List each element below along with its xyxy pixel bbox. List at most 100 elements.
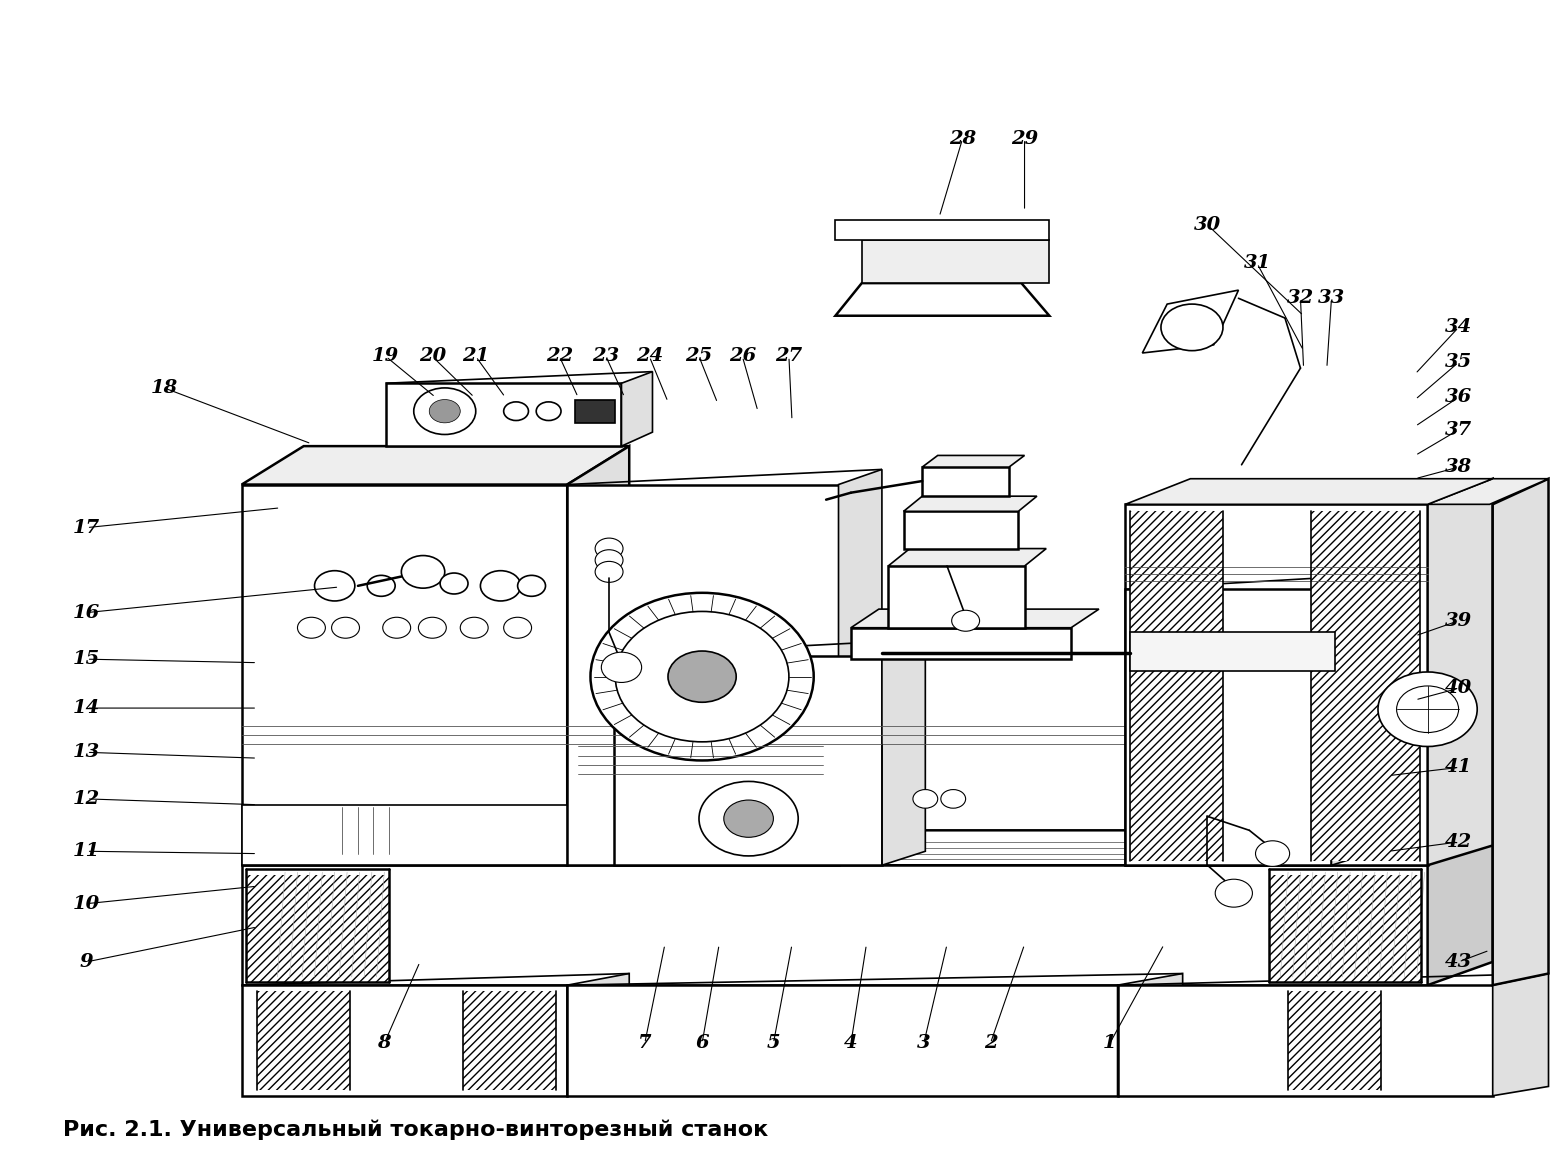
Text: 14: 14 [73,699,101,717]
Polygon shape [922,455,1025,467]
Text: 4: 4 [845,1034,857,1053]
Circle shape [668,651,736,703]
Text: 29: 29 [1011,130,1037,148]
Polygon shape [836,284,1050,316]
Bar [575,399,615,422]
Text: 27: 27 [775,348,803,365]
Polygon shape [1118,973,1183,1096]
Circle shape [517,575,545,596]
Circle shape [615,612,789,742]
Polygon shape [242,446,629,484]
Polygon shape [242,830,1492,865]
Text: 5: 5 [767,1034,780,1053]
Text: 1: 1 [1103,1034,1117,1053]
Circle shape [1396,686,1458,733]
Circle shape [413,387,475,434]
Polygon shape [1492,478,1548,985]
Circle shape [1162,305,1222,350]
Circle shape [503,401,528,420]
Text: 33: 33 [1318,289,1345,307]
Polygon shape [567,973,1183,985]
Text: 9: 9 [79,953,93,971]
Text: 19: 19 [373,348,399,365]
Bar [1131,511,1222,860]
Circle shape [952,610,980,631]
Polygon shape [862,240,1050,284]
Polygon shape [242,484,567,865]
Bar [1269,874,1421,981]
Polygon shape [1126,589,1331,865]
Polygon shape [904,511,1019,548]
Text: 16: 16 [73,603,101,622]
Polygon shape [888,566,1025,628]
Circle shape [595,561,623,582]
Polygon shape [836,221,1050,240]
Polygon shape [385,383,621,446]
Text: 28: 28 [949,130,977,148]
Circle shape [315,571,354,601]
Circle shape [298,617,326,638]
Text: 12: 12 [73,790,101,808]
Polygon shape [922,467,1009,496]
Polygon shape [567,469,882,484]
Text: 37: 37 [1444,421,1472,439]
Polygon shape [888,548,1047,566]
Circle shape [595,538,623,559]
Text: 40: 40 [1444,679,1472,697]
Circle shape [1214,879,1252,907]
Circle shape [382,617,410,638]
Bar [1311,511,1419,860]
Text: 36: 36 [1444,389,1472,406]
Text: Рис. 2.1. Универсальный токарно-винторезный станок: Рис. 2.1. Универсальный токарно-винторез… [64,1119,769,1140]
Text: 39: 39 [1444,612,1472,630]
Circle shape [460,617,488,638]
Polygon shape [242,865,1427,985]
Circle shape [439,573,467,594]
Circle shape [429,399,460,422]
Text: 15: 15 [73,650,101,669]
Polygon shape [613,656,882,865]
Text: 7: 7 [638,1034,652,1053]
Polygon shape [904,496,1037,511]
Polygon shape [567,484,839,865]
Text: 6: 6 [696,1034,708,1053]
Polygon shape [567,985,1118,1096]
Text: 18: 18 [151,379,177,397]
Text: 31: 31 [1244,254,1270,272]
Polygon shape [621,371,652,446]
Text: 30: 30 [1194,216,1221,233]
Circle shape [503,617,531,638]
Circle shape [1255,840,1289,866]
Text: 17: 17 [73,518,101,537]
Polygon shape [242,985,567,1096]
Bar [247,874,388,981]
Text: 21: 21 [463,348,489,365]
Polygon shape [1126,574,1384,589]
Text: 20: 20 [419,348,446,365]
Circle shape [536,401,561,420]
Polygon shape [1492,973,1548,1096]
Polygon shape [1126,478,1492,504]
Circle shape [724,801,773,837]
Bar [463,991,556,1090]
Bar [258,991,349,1090]
Circle shape [699,782,798,855]
Text: 35: 35 [1444,354,1472,371]
Text: 2: 2 [983,1034,997,1053]
Text: 23: 23 [592,348,620,365]
Polygon shape [613,640,926,656]
Text: 3: 3 [916,1034,930,1053]
Text: 24: 24 [635,348,663,365]
Text: 25: 25 [685,348,713,365]
Circle shape [941,790,966,809]
Text: 10: 10 [73,895,101,913]
Polygon shape [1427,830,1492,985]
Text: 8: 8 [377,1034,391,1053]
Text: 38: 38 [1444,459,1472,476]
Polygon shape [1131,633,1334,671]
Circle shape [332,617,359,638]
Text: 26: 26 [728,348,756,365]
Polygon shape [1118,985,1492,1096]
Polygon shape [242,973,629,985]
Polygon shape [1126,504,1427,865]
